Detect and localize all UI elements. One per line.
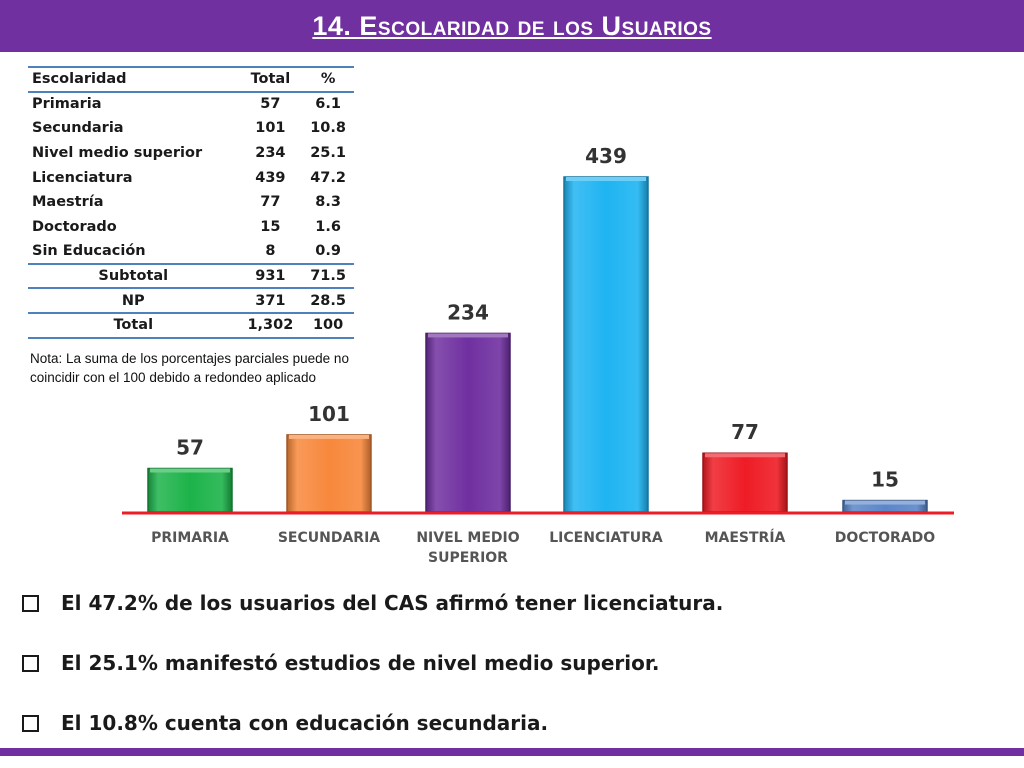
checkbox-bullet-icon	[22, 714, 42, 735]
bar-licenciatura	[563, 176, 649, 513]
row-percent: 8.3	[315, 194, 341, 211]
row-total: 439	[255, 169, 286, 186]
category-label: PRIMARIA	[151, 530, 229, 546]
summary-label: NP	[28, 287, 239, 313]
bar-highlight	[845, 500, 925, 505]
category-label: NIVEL MEDIO	[416, 530, 519, 546]
row-percent: 25.1	[310, 145, 346, 162]
table-note: Nota: La suma de los porcentajes parcial…	[30, 349, 390, 387]
note-line: coincidir con el 100 debido a redondeo a…	[30, 370, 316, 385]
bar-highlight	[566, 177, 646, 181]
table-row: Maestría 77 8.3	[28, 190, 354, 215]
row-label: Sin Educación	[32, 242, 146, 259]
bar-primaria	[147, 467, 233, 513]
row-label: Primaria	[32, 96, 102, 113]
row-label: Secundaria	[32, 120, 124, 137]
np-row: NP 371 28.5	[28, 287, 354, 313]
summary-percent: 100	[302, 311, 354, 339]
row-total: 101	[255, 120, 286, 137]
bar-maestría	[702, 452, 788, 513]
row-total: 15	[260, 218, 281, 235]
checkbox-bullet-icon	[22, 654, 42, 675]
summary-percent: 71.5	[302, 262, 354, 289]
category-label: DOCTORADO	[835, 530, 935, 546]
category-label: SUPERIOR	[428, 550, 508, 566]
row-percent: 0.9	[315, 242, 341, 259]
row-percent: 47.2	[310, 169, 346, 186]
row-label: Licenciatura	[32, 169, 133, 186]
bullet-text: El 25.1% manifestó estudios de nivel med…	[61, 651, 660, 675]
row-percent: 10.8	[310, 120, 346, 137]
table-row: Licenciatura 439 47.2	[28, 165, 354, 190]
row-total: 77	[260, 194, 281, 211]
data-label: 57	[176, 436, 204, 460]
bullet-text: El 10.8% cuenta con educación secundaria…	[61, 711, 549, 735]
table-row: Primaria 57 6.1	[28, 92, 354, 117]
row-percent: 1.6	[315, 218, 341, 235]
category-label: LICENCIATURA	[549, 530, 663, 546]
table-row: Sin Educación 8 0.9	[28, 239, 354, 264]
summary-percent: 28.5	[302, 287, 354, 313]
data-label: 15	[871, 468, 899, 492]
table-row: Secundaria 101 10.8	[28, 116, 354, 141]
row-total: 234	[255, 145, 286, 162]
data-label: 439	[585, 144, 627, 168]
category-label: MAESTRÍA	[705, 529, 786, 546]
table-row: Doctorado 15 1.6	[28, 215, 354, 240]
note-line: Nota: La suma de los porcentajes parcial…	[30, 351, 349, 366]
subtotal-row: Subtotal 931 71.5	[28, 262, 354, 289]
bullet-list: El 47.2% de los usuarios del CAS afirmó …	[22, 588, 1012, 768]
bar-chart: 57 PRIMARIA 101 SECUNDARIA 234 NIVEL MEDIO SUP…	[122, 144, 954, 566]
data-label: 101	[308, 402, 350, 426]
bar-highlight	[289, 434, 369, 439]
summary-total: 931	[238, 262, 303, 289]
bar-secundaria	[286, 434, 372, 513]
data-label: 234	[447, 300, 489, 324]
header-total: Total	[238, 67, 303, 93]
data-label: 77	[731, 420, 759, 444]
summary-label: Subtotal	[28, 262, 239, 289]
header-percent: %	[302, 67, 354, 93]
summary-total: 1,302	[238, 311, 303, 339]
row-total: 57	[260, 96, 281, 113]
title-bar: 14. Escolaridad de los Usuarios	[0, 0, 1024, 52]
bottom-bar	[0, 748, 1024, 756]
education-table: Escolaridad Total % Primaria 57 6.1 Secu…	[28, 66, 354, 339]
total-row: Total 1,302 100	[28, 311, 354, 339]
row-label: Maestría	[32, 194, 104, 211]
summary-label: Total	[28, 311, 239, 339]
row-total: 8	[265, 242, 276, 259]
bullet-item: El 10.8% cuenta con educación secundaria…	[22, 708, 1012, 738]
bar-highlight	[428, 333, 508, 338]
bullet-item: El 25.1% manifestó estudios de nivel med…	[22, 648, 1012, 678]
checkbox-bullet-icon	[22, 594, 42, 615]
bar-highlight	[705, 453, 785, 458]
bullet-text: El 47.2% de los usuarios del CAS afirmó …	[61, 591, 724, 615]
header-escolaridad: Escolaridad	[28, 67, 239, 93]
row-percent: 6.1	[315, 96, 341, 113]
table-row: Nivel medio superior 234 25.1	[28, 141, 354, 166]
row-label: Nivel medio superior	[32, 145, 203, 162]
summary-total: 371	[238, 287, 303, 313]
bullet-item: El 47.2% de los usuarios del CAS afirmó …	[22, 588, 1012, 618]
row-label: Doctorado	[32, 218, 117, 235]
category-label: SECUNDARIA	[278, 530, 380, 546]
slide-title: 14. Escolaridad de los Usuarios	[312, 10, 712, 41]
bar-highlight	[150, 468, 230, 473]
table-header-row: Escolaridad Total %	[28, 67, 354, 93]
bar-nivel-medio-superior	[425, 332, 511, 513]
